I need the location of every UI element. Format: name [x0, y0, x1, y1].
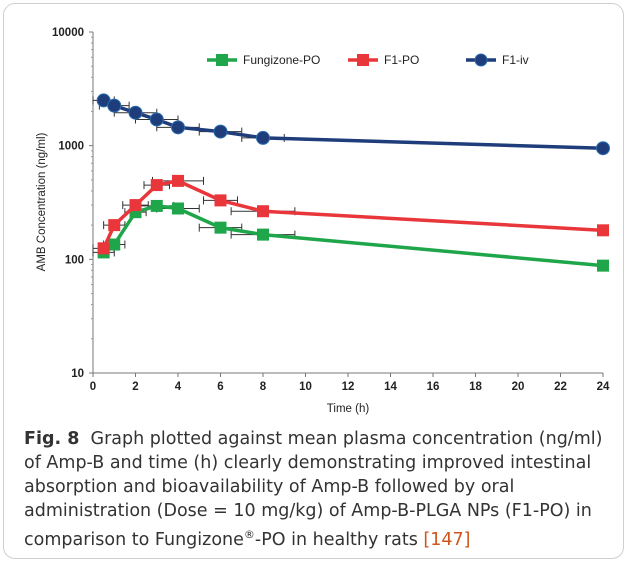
legend-marker	[474, 53, 488, 67]
data-point	[596, 141, 610, 156]
data-point	[107, 98, 122, 113]
data-point	[597, 259, 609, 272]
data-point	[150, 199, 163, 212]
data-point	[150, 179, 163, 192]
caption-text-end: -PO in healthy rats	[254, 529, 424, 550]
x-tick-label: 12	[342, 381, 355, 393]
chart-legend: Fungizone-PO F1-PO F1-iv	[207, 53, 529, 67]
figure-caption: Fig. 8 Graph plotted against mean plasma…	[24, 427, 614, 552]
y-tick-label: 10000	[52, 27, 84, 39]
caption-reference-link[interactable]: [147]	[423, 529, 471, 550]
legend-marker	[357, 54, 369, 66]
legend-label: F1-iv	[502, 53, 529, 67]
data-point	[108, 238, 121, 251]
data-point	[108, 219, 121, 232]
data-point	[214, 221, 227, 234]
figure-frame	[3, 3, 624, 559]
data-point	[172, 202, 184, 215]
caption-registered-mark: ®	[243, 528, 255, 541]
data-point	[129, 199, 142, 212]
data-point	[257, 205, 269, 218]
x-axis-label: Time (h)	[327, 403, 370, 415]
legend-label: F1-PO	[384, 53, 419, 67]
x-tick-label: 6	[217, 381, 223, 393]
chart-series	[92, 93, 610, 272]
caption-label: Fig. 8	[24, 429, 80, 449]
data-point	[149, 112, 164, 127]
data-point	[213, 124, 228, 139]
x-tick-label: 24	[597, 381, 610, 393]
legend-label: Fungizone-PO	[243, 53, 320, 67]
x-tick-label: 4	[175, 381, 182, 393]
y-axis-label: AMB Concentration (ng/ml)	[36, 132, 48, 271]
x-tick-label: 10	[299, 381, 312, 393]
data-point	[172, 174, 184, 187]
data-point	[257, 228, 269, 241]
series-line-1	[102, 179, 604, 250]
legend-marker	[216, 54, 228, 66]
data-point	[128, 105, 143, 120]
x-tick-label: 0	[90, 381, 96, 393]
x-tick-label: 18	[469, 381, 482, 393]
x-tick-label: 2	[132, 381, 138, 393]
y-tick-label: 1000	[58, 141, 84, 153]
data-point	[256, 130, 270, 145]
y-tick-label: 10	[71, 368, 84, 380]
caption-text: Graph plotted against mean plasma concen…	[24, 429, 603, 550]
data-point	[97, 242, 110, 255]
data-point	[214, 194, 227, 207]
x-tick-label: 8	[260, 381, 267, 393]
data-point	[597, 224, 609, 237]
x-tick-label: 16	[427, 381, 440, 393]
data-point	[171, 120, 185, 135]
y-tick-label: 100	[65, 254, 84, 266]
x-tick-label: 22	[554, 381, 567, 393]
x-tick-label: 14	[384, 381, 397, 393]
x-tick-label: 20	[512, 381, 525, 393]
